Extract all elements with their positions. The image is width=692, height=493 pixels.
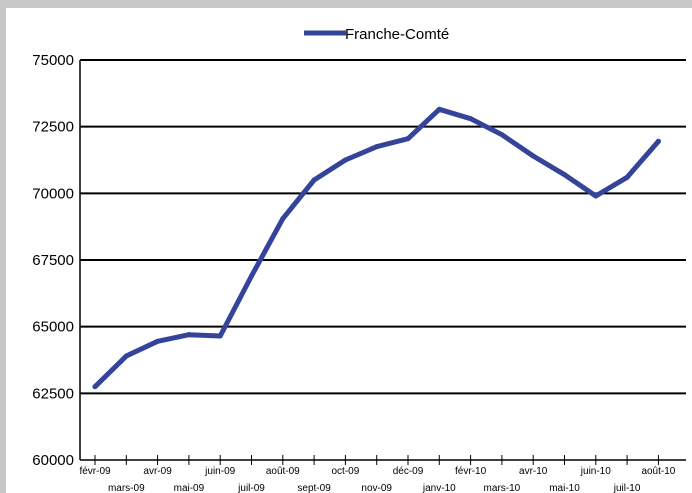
x-tick-label-févr-09: févr-09: [79, 466, 111, 477]
line-chart: 60000 62500 65000 67500 70000 72500 75000 févr…: [32, 26, 686, 493]
data-point-sept-09: [311, 177, 317, 183]
y-tick-label-62500: 62500: [32, 385, 74, 402]
data-point-mai-09: [186, 332, 192, 338]
legend-label-franche-comte: Franche-Comté: [345, 26, 449, 43]
data-point-juin-09: [217, 333, 223, 339]
x-tick-label-août-10: août-10: [641, 466, 675, 477]
x-tick-label-oct-09: oct-09: [332, 466, 360, 477]
series-line-franche-comte: [92, 106, 661, 390]
data-point-avr-10: [530, 153, 536, 159]
y-tick-labels: 60000 62500 65000 67500 70000 72500 75000: [32, 52, 74, 469]
data-point-août-10: [655, 138, 661, 144]
data-point-févr-09: [92, 384, 98, 390]
y-tick-label-60000: 60000: [32, 452, 74, 469]
data-point-mars-09: [123, 353, 129, 359]
x-tick-label-janv-10: janv-10: [422, 483, 456, 493]
data-point-mars-10: [499, 132, 505, 138]
data-point-août-09: [280, 216, 286, 222]
data-point-juil-09: [249, 273, 254, 279]
x-tick-label-sept-09: sept-09: [297, 483, 331, 493]
axes: [79, 60, 686, 465]
data-point-nov-09: [374, 144, 380, 150]
x-tick-label-avr-10: avr-10: [519, 466, 548, 477]
x-tick-label-févr-10: févr-10: [455, 466, 487, 477]
x-tick-label-juil-10: juil-10: [613, 483, 641, 493]
data-point-avr-09: [155, 338, 161, 344]
x-tick-label-mai-10: mai-10: [549, 483, 580, 493]
y-tick-label-75000: 75000: [32, 52, 74, 69]
y-tick-label-72500: 72500: [32, 119, 74, 136]
x-tick-label-mars-10: mars-10: [484, 483, 521, 493]
x-tick-label-avr-09: avr-09: [143, 466, 172, 477]
x-tick-label-déc-09: déc-09: [393, 466, 424, 477]
x-tick-label-juil-09: juil-09: [237, 483, 265, 493]
data-point-oct-09: [342, 157, 348, 163]
x-tick-label-mai-09: mai-09: [174, 483, 205, 493]
y-tick-label-67500: 67500: [32, 252, 74, 269]
x-tick-label-juin-09: juin-09: [204, 466, 235, 477]
data-point-févr-10: [468, 116, 474, 122]
legend: Franche-Comté: [304, 26, 449, 43]
data-point-déc-09: [405, 136, 411, 142]
data-point-janv-10: [436, 106, 442, 112]
y-tick-label-65000: 65000: [32, 319, 74, 336]
series-lines: [92, 106, 661, 390]
x-tick-label-août-09: août-09: [266, 466, 300, 477]
x-tick-label-mars-09: mars-09: [108, 483, 145, 493]
chart-area: 60000 62500 65000 67500 70000 72500 75000 févr…: [6, 8, 692, 493]
data-point-mai-10: [562, 172, 567, 178]
gridlines: [80, 59, 686, 395]
x-tick-label-nov-09: nov-09: [361, 483, 392, 493]
x-tick-label-juin-10: juin-10: [580, 466, 611, 477]
data-point-juin-10: [593, 193, 599, 199]
y-tick-label-70000: 70000: [32, 185, 74, 202]
data-point-juil-10: [624, 174, 630, 180]
